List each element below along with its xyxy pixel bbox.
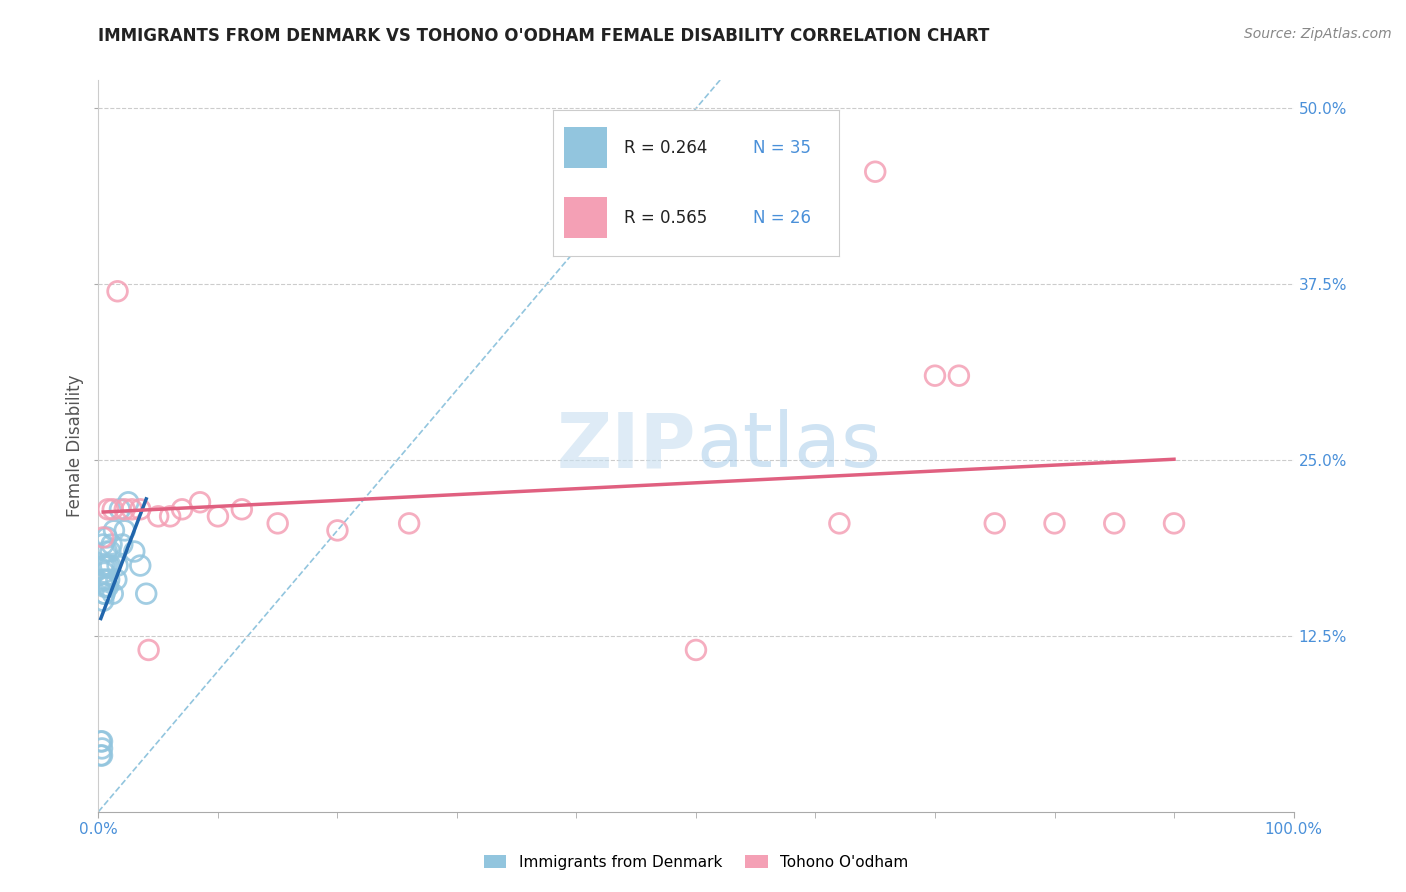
Point: [101, 587, 124, 601]
Point: [103, 524, 125, 538]
Point: [108, 502, 131, 516]
Legend: Immigrants from Denmark, Tohono O'odham: Immigrants from Denmark, Tohono O'odham: [475, 847, 917, 877]
Point: [398, 516, 420, 531]
Point: [90, 734, 112, 748]
Point: [91, 741, 114, 756]
Point: [231, 502, 253, 516]
Point: [96, 530, 118, 544]
Point: [105, 573, 128, 587]
Point: [124, 544, 146, 558]
Point: [1163, 516, 1185, 531]
Point: [129, 558, 152, 573]
Point: [94, 558, 117, 573]
Point: [685, 643, 707, 657]
Point: [100, 537, 122, 551]
Point: [93, 580, 115, 594]
Point: [1043, 516, 1066, 531]
Point: [91, 748, 114, 763]
Point: [107, 285, 129, 299]
Point: [94, 573, 117, 587]
Point: [91, 537, 114, 551]
Point: [91, 593, 114, 607]
Text: IMMIGRANTS FROM DENMARK VS TOHONO O'ODHAM FEMALE DISABILITY CORRELATION CHART: IMMIGRANTS FROM DENMARK VS TOHONO O'ODHA…: [98, 27, 990, 45]
Point: [188, 495, 211, 509]
Text: atlas: atlas: [696, 409, 880, 483]
Point: [135, 587, 157, 601]
Point: [828, 516, 851, 531]
Point: [107, 558, 129, 573]
Point: [948, 368, 970, 383]
Point: [93, 587, 115, 601]
Point: [114, 524, 136, 538]
Point: [91, 530, 114, 544]
Point: [91, 558, 114, 573]
Point: [97, 502, 120, 516]
Point: [93, 587, 115, 601]
Point: [129, 502, 152, 516]
Point: [924, 368, 946, 383]
Point: [96, 580, 118, 594]
Point: [117, 495, 139, 509]
Point: [159, 509, 181, 524]
Point: [93, 566, 115, 580]
Point: [101, 502, 124, 516]
Point: [90, 748, 112, 763]
Point: [121, 502, 143, 516]
Point: [91, 573, 114, 587]
Point: [148, 509, 170, 524]
Y-axis label: Female Disability: Female Disability: [66, 375, 84, 517]
Point: [114, 502, 136, 516]
Point: [98, 558, 122, 573]
Text: ZIP: ZIP: [557, 409, 696, 483]
Point: [207, 509, 229, 524]
Point: [98, 573, 121, 587]
Point: [984, 516, 1007, 531]
Point: [111, 537, 134, 551]
Point: [863, 165, 887, 179]
Point: [172, 502, 194, 516]
Point: [326, 524, 349, 538]
Point: [1102, 516, 1125, 531]
Point: [267, 516, 290, 531]
Point: [138, 643, 160, 657]
Text: Source: ZipAtlas.com: Source: ZipAtlas.com: [1244, 27, 1392, 41]
Point: [91, 734, 114, 748]
Point: [97, 558, 120, 573]
Point: [97, 580, 120, 594]
Point: [98, 544, 122, 558]
Point: [96, 544, 118, 558]
